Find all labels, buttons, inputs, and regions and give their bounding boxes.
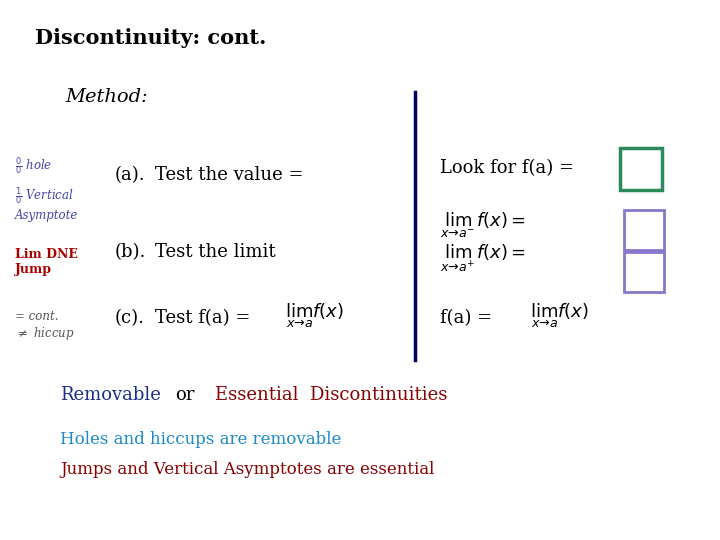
Text: $\lim_{x \to a^+} f(x) =$: $\lim_{x \to a^+} f(x) =$	[440, 242, 526, 274]
Text: or: or	[175, 386, 194, 404]
Bar	[620, 148, 662, 190]
Text: Test f(a) =: Test f(a) =	[155, 309, 251, 327]
Text: Lim DNE
Jump: Lim DNE Jump	[15, 248, 78, 276]
Text: (a).: (a).	[115, 166, 145, 184]
Text: $\frac{1}{0}$ Vertical
Asymptote: $\frac{1}{0}$ Vertical Asymptote	[15, 185, 78, 222]
Bar	[624, 210, 664, 250]
Text: $\lim_{x \to a} f(x)$: $\lim_{x \to a} f(x)$	[530, 302, 589, 330]
Text: Discontinuity: cont.: Discontinuity: cont.	[35, 28, 266, 48]
Text: $\frac{0}{0}$ hole: $\frac{0}{0}$ hole	[15, 155, 53, 177]
Text: Look for f(a) =: Look for f(a) =	[440, 159, 574, 177]
Text: Method:: Method:	[65, 88, 148, 106]
Text: Test the limit: Test the limit	[155, 243, 276, 261]
Text: Essential  Discontinuities: Essential Discontinuities	[215, 386, 447, 404]
Text: Jumps and Vertical Asymptotes are essential: Jumps and Vertical Asymptotes are essent…	[60, 462, 434, 478]
Text: $\lim_{x \to a} f(x)$: $\lim_{x \to a} f(x)$	[285, 302, 344, 330]
Bar	[624, 252, 664, 292]
Text: (c).: (c).	[115, 309, 145, 327]
Text: (b).: (b).	[115, 243, 146, 261]
Text: f(a) =: f(a) =	[440, 309, 492, 327]
Text: Removable: Removable	[60, 386, 161, 404]
Text: Holes and hiccups are removable: Holes and hiccups are removable	[60, 431, 341, 449]
Text: Test the value =: Test the value =	[155, 166, 304, 184]
Text: $\lim_{x \to a^-} f(x) =$: $\lim_{x \to a^-} f(x) =$	[440, 210, 526, 240]
Text: = cont.
$\neq$ hiccup: = cont. $\neq$ hiccup	[15, 310, 74, 342]
